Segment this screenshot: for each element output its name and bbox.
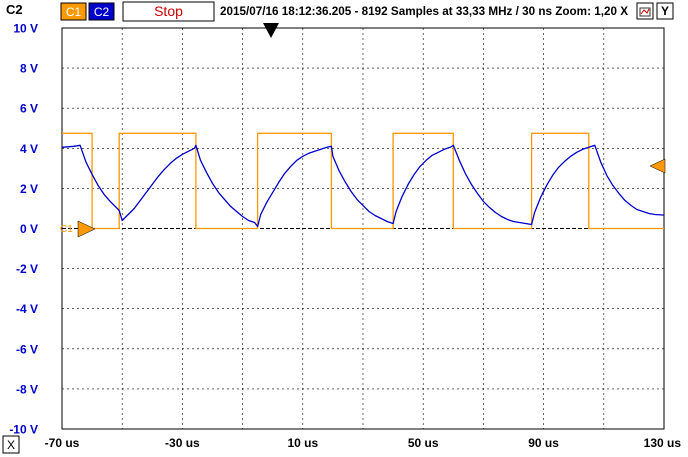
- c1-ground-marker-label: C1: [60, 224, 73, 235]
- x-axis-tick-labels: -70 us -30 us 10 us 50 us 90 us 130 us: [45, 436, 682, 450]
- chart-settings-icon-trace: [640, 8, 650, 15]
- x-tick-label: 50 us: [408, 436, 439, 450]
- x-tick-label: -70 us: [45, 436, 80, 450]
- traces: [61, 132, 665, 230]
- y-tick-label: -8 V: [16, 382, 38, 396]
- y-tick-label: -10 V: [9, 423, 38, 437]
- y-tick-label: 8 V: [20, 62, 38, 76]
- c1-button-label: C1: [66, 5, 82, 19]
- close-icon[interactable]: [2, 435, 20, 454]
- y-tick-label: 0 V: [20, 222, 38, 236]
- stop-button-label: Stop: [154, 3, 183, 19]
- c1-button[interactable]: [60, 2, 87, 21]
- close-button-label: X: [7, 438, 15, 452]
- y-tick-label: -4 V: [16, 302, 38, 316]
- chart-settings-icon-frame: [639, 7, 651, 17]
- y-tick-label: -2 V: [16, 262, 38, 276]
- trigger-marker-icon[interactable]: [263, 23, 279, 38]
- trigger-level-marker-icon[interactable]: [649, 158, 666, 174]
- y-tick-label: -6 V: [16, 342, 38, 356]
- x-tick-label: 90 us: [528, 436, 559, 450]
- stop-button[interactable]: [122, 1, 215, 22]
- y-axis-button-label: Y: [661, 4, 669, 18]
- c2-button-label: C2: [94, 5, 110, 19]
- c2-button[interactable]: [88, 2, 115, 21]
- series-c1-line: [62, 132, 664, 230]
- y-tick-label: 6 V: [20, 102, 38, 116]
- status-text: 2015/07/16 18:12:36.205 - 8192 Samples a…: [220, 6, 628, 18]
- y-tick-label: 2 V: [20, 182, 38, 196]
- x-tick-label: 10 us: [287, 436, 318, 450]
- toolbar: C2 C1 C2 Stop 2015/07/16 18:12:36.205 - …: [6, 1, 674, 22]
- channel-label: C2: [6, 2, 23, 17]
- x-tick-label: 130 us: [644, 436, 682, 450]
- y-axis-tick-labels: 10 V 8 V 6 V 4 V 2 V 0 V -2 V -4 V -6 V -8 V -10 V: [9, 22, 38, 437]
- series-c2-line: [61, 144, 665, 228]
- y-axis-button[interactable]: [656, 2, 674, 20]
- y-tick-label: 10 V: [13, 22, 38, 36]
- y-tick-label: 4 V: [20, 142, 38, 156]
- c1-ground-marker-icon[interactable]: [77, 220, 96, 238]
- x-tick-label: -30 us: [165, 436, 200, 450]
